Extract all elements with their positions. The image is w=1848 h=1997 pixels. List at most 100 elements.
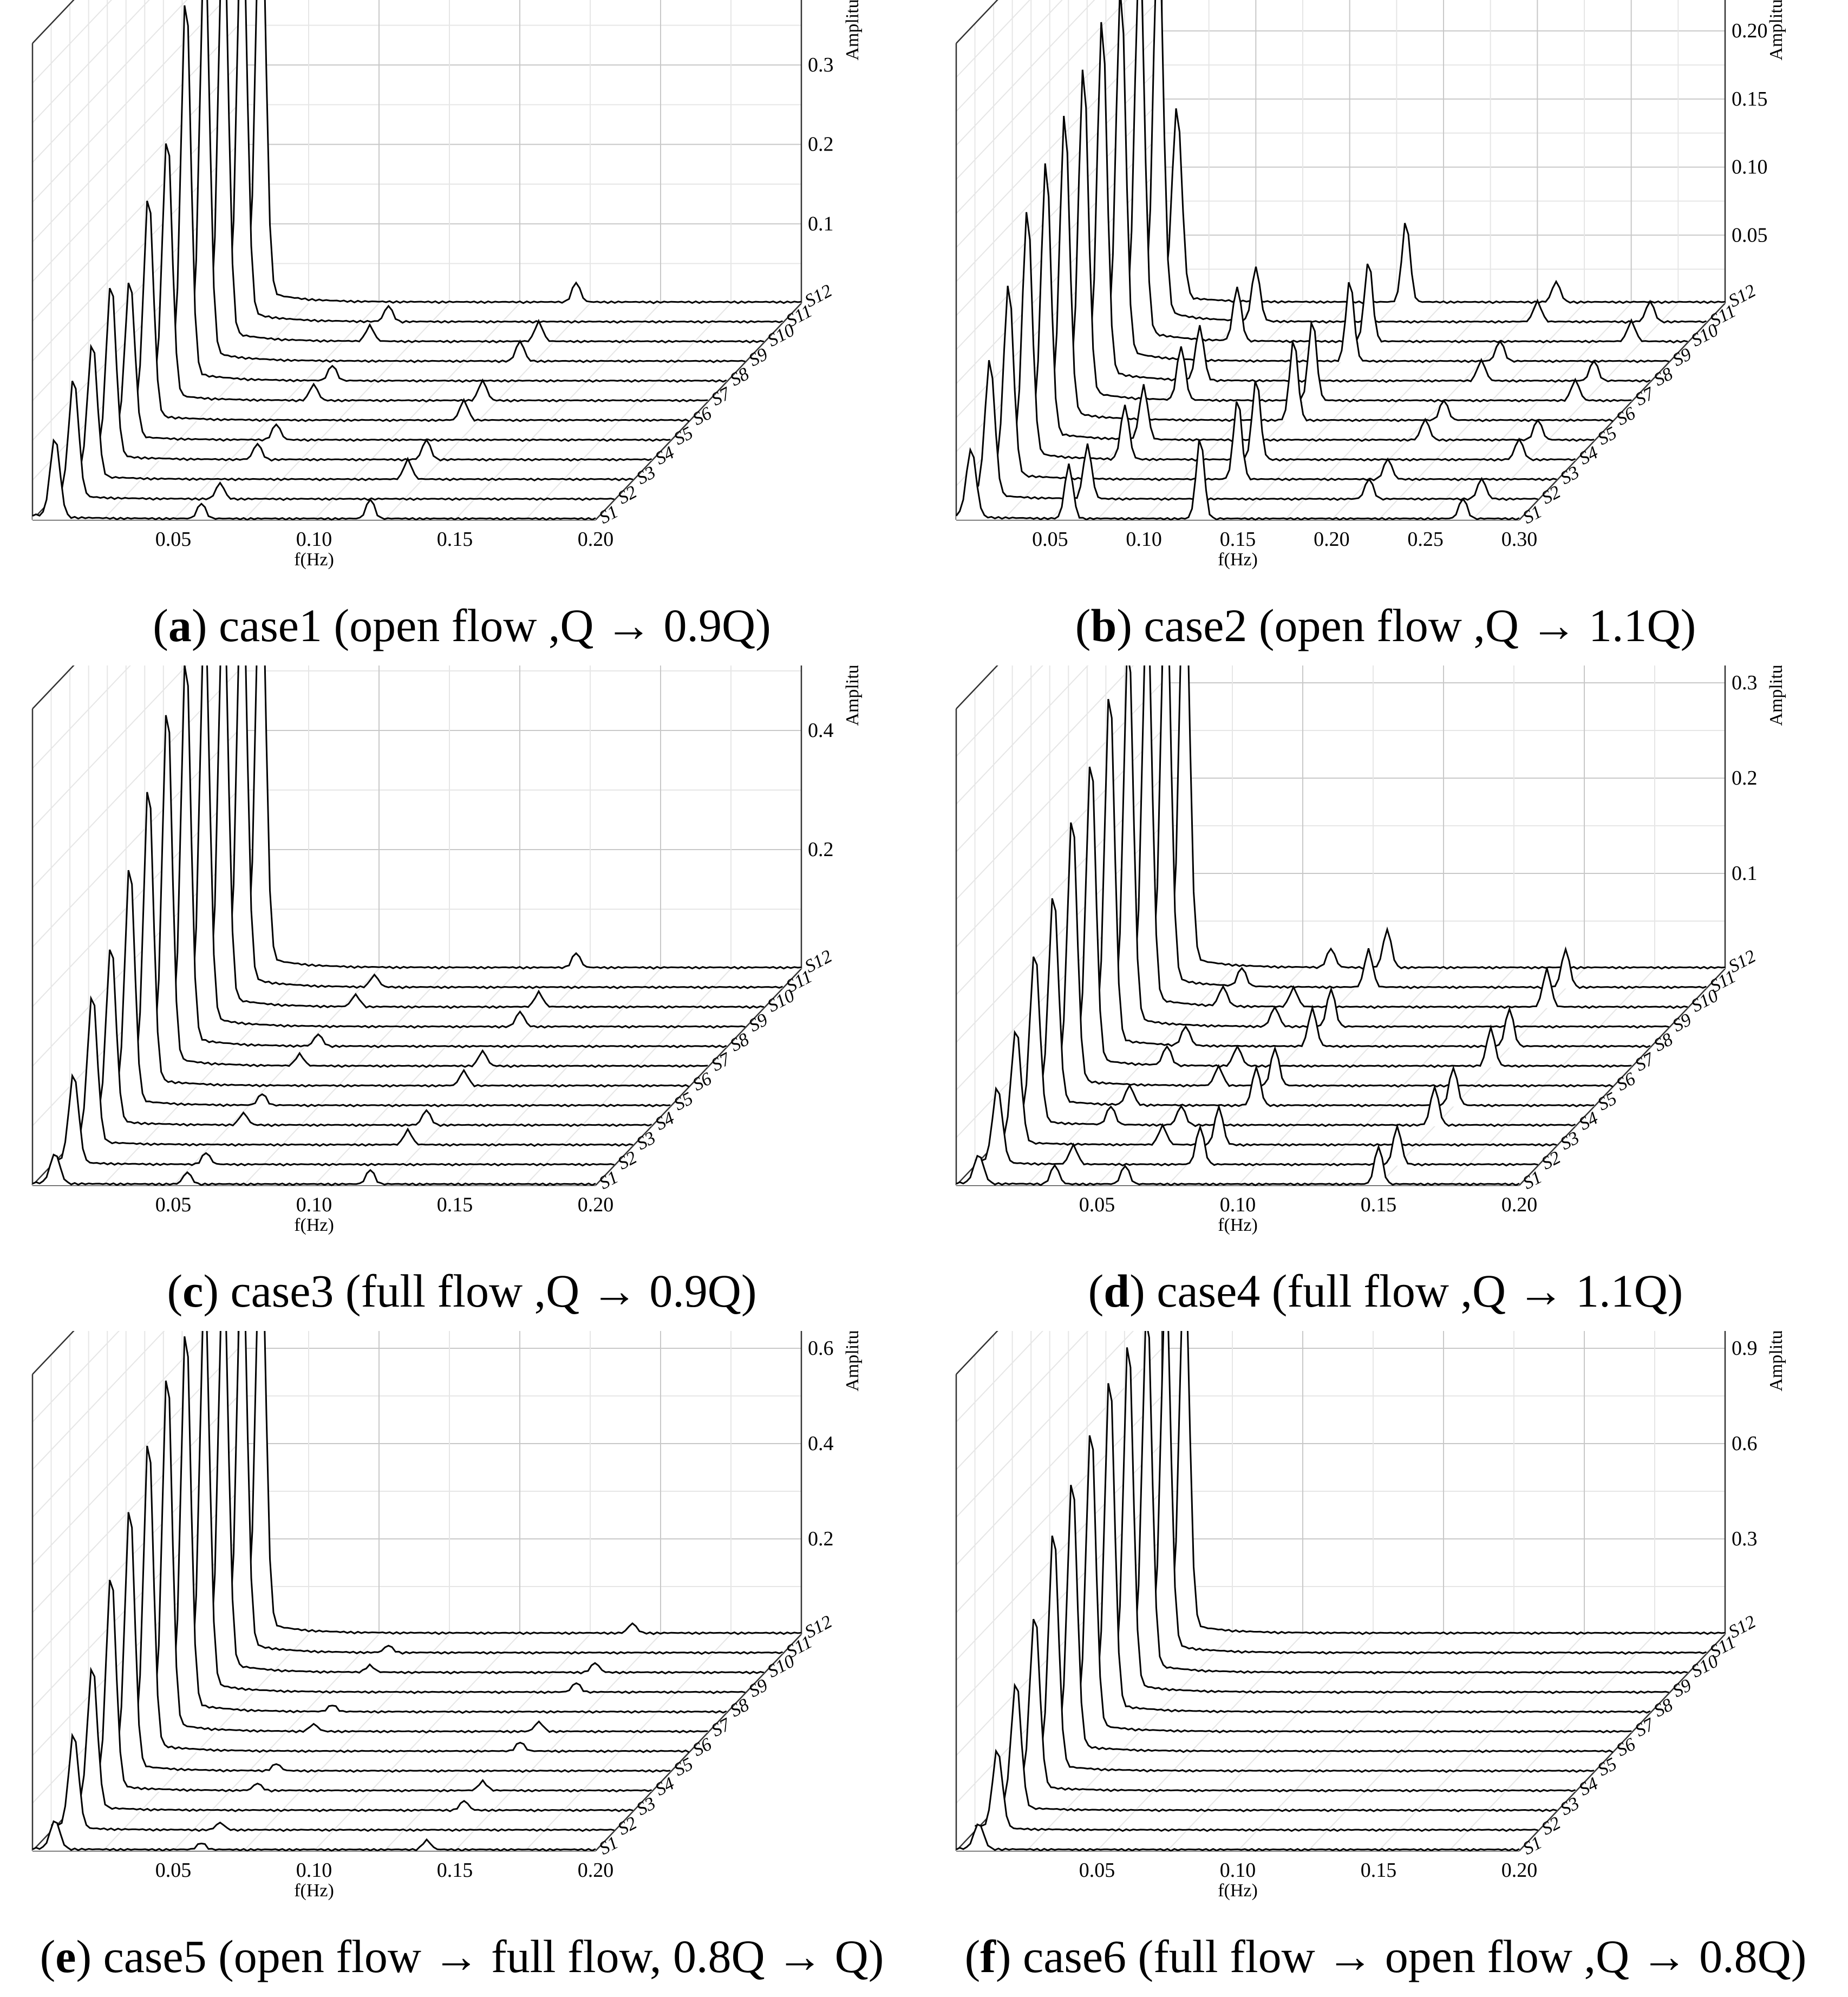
y-tick-label: 0.6 bbox=[808, 1337, 834, 1360]
axis-line bbox=[956, 665, 998, 709]
floor-gridline bbox=[243, 1634, 450, 1851]
y-tick-label: 0.05 bbox=[1732, 224, 1768, 246]
axis-line bbox=[595, 303, 802, 520]
series-label: S9 bbox=[746, 1675, 771, 1702]
amplitude-ticks: 0.30.60.91.21.5 bbox=[1732, 1337, 1758, 1550]
series-line bbox=[219, 665, 783, 990]
x-tick-label: 0.20 bbox=[1314, 528, 1350, 551]
series-line bbox=[1068, 1435, 1632, 1734]
floor-gridline bbox=[173, 968, 380, 1186]
x-tick-label: 0.20 bbox=[578, 528, 614, 551]
series-line bbox=[163, 5, 727, 383]
series-label: S2 bbox=[1538, 482, 1564, 508]
series-label: S6 bbox=[689, 403, 715, 430]
series-label: S9 bbox=[1669, 1675, 1695, 1702]
series-label: S1 bbox=[1519, 1832, 1545, 1859]
series-line bbox=[975, 1748, 1538, 1832]
floor-gridline bbox=[1448, 1634, 1655, 1851]
series-label: S1 bbox=[1519, 1167, 1545, 1193]
x-axis-title: f(Hz) bbox=[294, 550, 334, 570]
x-tick-label: 0.15 bbox=[437, 1859, 473, 1882]
caption-e: (e) case5 (open flow → full flow, 0.8Q →… bbox=[40, 1930, 884, 1982]
x-tick-label: 0.10 bbox=[1220, 1859, 1256, 1882]
series-line bbox=[125, 1445, 690, 1753]
series-line bbox=[1143, 1331, 1707, 1655]
series-label: S7 bbox=[1632, 383, 1658, 410]
series-label: S4 bbox=[1576, 1773, 1601, 1800]
series-label: S3 bbox=[1557, 462, 1582, 489]
series-label: S5 bbox=[671, 423, 696, 449]
floor-gridline bbox=[243, 968, 450, 1186]
floor-gridline bbox=[243, 303, 450, 520]
series-label: S7 bbox=[708, 1714, 735, 1741]
series-label: S8 bbox=[1650, 1695, 1676, 1721]
x-tick-label: 0.20 bbox=[1501, 1859, 1538, 1882]
series-label: S8 bbox=[1650, 364, 1676, 390]
series-line bbox=[1012, 1619, 1576, 1793]
x-tick-label: 0.20 bbox=[578, 1859, 614, 1882]
y-tick-label: 0.3 bbox=[808, 54, 834, 76]
x-tick-label: 0.10 bbox=[296, 1859, 332, 1882]
axis-line bbox=[956, 1331, 998, 1375]
side-gridline bbox=[956, 665, 1043, 757]
series-line bbox=[69, 995, 634, 1147]
series-label: S8 bbox=[727, 1029, 752, 1056]
series-line bbox=[107, 1512, 671, 1773]
series-line bbox=[1068, 766, 1632, 1068]
y-tick-label: 0.2 bbox=[1732, 767, 1758, 789]
floor-gridline bbox=[314, 303, 520, 520]
y-tick-label: 0.15 bbox=[1732, 88, 1768, 110]
series-line bbox=[200, 665, 765, 1009]
series-line bbox=[200, 0, 765, 344]
series-fill bbox=[1143, 0, 1707, 323]
y-axis-title: Amplitude(m) bbox=[1766, 1331, 1786, 1392]
series-fill bbox=[956, 1146, 1519, 1185]
floor-gridline bbox=[1308, 968, 1514, 1186]
y-tick-label: 0.9 bbox=[1732, 1337, 1758, 1360]
series-fill bbox=[1143, 665, 1707, 989]
panel-e: 0.20.40.60.81.0Amplitude(m)0.050.100.150… bbox=[0, 1331, 924, 1996]
series-label: S1 bbox=[1519, 501, 1545, 528]
floor-gridline bbox=[1308, 1634, 1514, 1851]
series-label: S7 bbox=[1632, 1714, 1658, 1741]
series-line bbox=[219, 0, 783, 324]
y-tick-label: 0.4 bbox=[808, 719, 834, 742]
caption-d: (d) case4 (full flow ,Q → 1.1Q) bbox=[1088, 1265, 1683, 1317]
y-tick-label: 0.3 bbox=[1732, 671, 1758, 694]
series-label: S3 bbox=[633, 462, 658, 489]
y-tick-label: 0.3 bbox=[1732, 1528, 1758, 1550]
series-line bbox=[69, 343, 634, 482]
series-fill bbox=[975, 1088, 1538, 1166]
side-gridline bbox=[32, 0, 150, 123]
y-tick-label: 0.2 bbox=[808, 838, 834, 861]
side-gridline bbox=[956, 1331, 1134, 1518]
series-label: S3 bbox=[1557, 1128, 1582, 1154]
series-line bbox=[51, 380, 615, 501]
x-tick-label: 0.20 bbox=[578, 1193, 614, 1216]
floor-gridline bbox=[173, 303, 380, 520]
y-tick-label: 0.1 bbox=[808, 212, 834, 235]
y-tick-label: 0.1 bbox=[1732, 862, 1758, 885]
floor-gridline bbox=[1237, 303, 1444, 520]
panel-b: 0.050.100.150.200.250.300.35Amplitude(m)… bbox=[924, 0, 1847, 665]
series-label: S1 bbox=[596, 1167, 621, 1193]
floor-gridline bbox=[1284, 303, 1491, 520]
series-line bbox=[125, 200, 690, 422]
panel-a: 0.10.20.30.40.50.6Amplitude(m)0.050.100.… bbox=[0, 0, 924, 665]
amplitude-ticks: 0.10.20.30.40.5 bbox=[1732, 671, 1758, 885]
series-line bbox=[956, 1144, 1520, 1186]
series-line bbox=[181, 665, 746, 1029]
floor-gridline bbox=[1378, 1634, 1585, 1851]
side-gridline bbox=[32, 665, 188, 828]
series-label: S5 bbox=[1595, 1754, 1620, 1780]
x-tick-label: 0.05 bbox=[155, 528, 192, 551]
series-line bbox=[1124, 665, 1688, 1009]
series-line bbox=[238, 1331, 802, 1635]
floor-gridline bbox=[384, 1634, 591, 1851]
series-line bbox=[1049, 1485, 1614, 1753]
series-line bbox=[1142, 0, 1707, 324]
x-tick-label: 0.15 bbox=[1361, 1859, 1397, 1882]
y-tick-label: 0.2 bbox=[808, 1528, 834, 1550]
